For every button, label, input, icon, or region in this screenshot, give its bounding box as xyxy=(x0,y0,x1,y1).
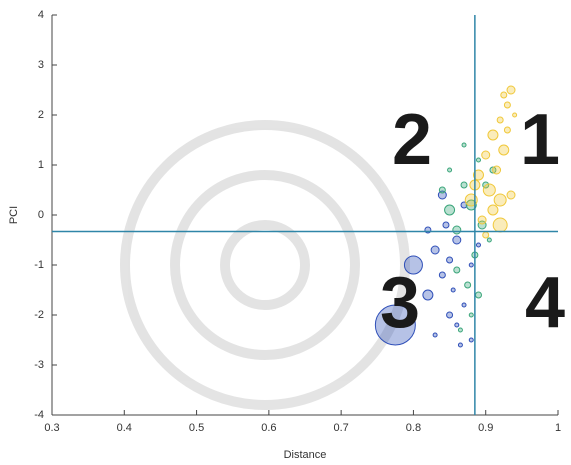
bubble xyxy=(457,342,463,348)
bubble xyxy=(450,287,456,293)
x-tick-label: 0.7 xyxy=(333,422,348,434)
y-tick-label: -3 xyxy=(34,359,44,371)
x-tick-label: 0.6 xyxy=(261,422,276,434)
bubble xyxy=(481,150,491,160)
bubble xyxy=(422,289,434,301)
y-tick-label: 2 xyxy=(38,109,44,121)
x-tick-label: 0.3 xyxy=(44,422,59,434)
bubble xyxy=(446,311,454,319)
bubble xyxy=(461,302,467,308)
bubble xyxy=(503,101,511,109)
quadrant-label: 3 xyxy=(380,263,420,343)
bubble xyxy=(453,266,461,274)
bubble xyxy=(403,255,423,275)
bubble xyxy=(492,165,502,175)
bubble xyxy=(512,112,518,118)
bubble xyxy=(374,304,416,346)
bubble xyxy=(438,271,446,279)
bubble xyxy=(454,322,460,328)
quadrant-label: 4 xyxy=(525,263,565,343)
bubble xyxy=(437,190,447,200)
bubble xyxy=(464,281,472,289)
bubble xyxy=(461,142,467,148)
bubble xyxy=(498,144,510,156)
bubble xyxy=(468,312,474,318)
x-tick-label: 0.9 xyxy=(478,422,493,434)
y-tick-label: 1 xyxy=(38,159,44,171)
bubble xyxy=(442,221,450,229)
x-tick-label: 0.5 xyxy=(189,422,204,434)
bubble xyxy=(465,199,477,211)
bubble xyxy=(486,237,492,243)
x-tick-label: 0.8 xyxy=(406,422,421,434)
bubble xyxy=(496,116,504,124)
bubble xyxy=(468,262,474,268)
bubble xyxy=(472,169,484,181)
x-tick-label: 0.4 xyxy=(117,422,132,434)
bubble xyxy=(432,332,438,338)
y-tick-label: -4 xyxy=(34,409,44,421)
bubble xyxy=(500,91,508,99)
y-tick-label: 0 xyxy=(38,209,44,221)
bubble xyxy=(506,190,516,200)
bubble xyxy=(460,181,468,189)
bubble xyxy=(452,235,462,245)
bubble xyxy=(438,186,446,194)
bubble xyxy=(482,183,496,197)
bubble xyxy=(452,225,462,235)
bubble xyxy=(477,215,487,225)
y-axis-label: PCI xyxy=(8,206,20,224)
bubble xyxy=(460,201,468,209)
bubble xyxy=(475,157,481,163)
bubble xyxy=(477,220,487,230)
bubble xyxy=(503,126,511,134)
bubble xyxy=(446,256,454,264)
y-tick-label: -1 xyxy=(34,259,44,271)
watermark xyxy=(120,120,410,410)
quadrant-label: 1 xyxy=(520,100,560,180)
quadrant-label: 2 xyxy=(392,100,432,180)
y-tick-label: -2 xyxy=(34,309,44,321)
bubble xyxy=(493,193,507,207)
x-axis-label: Distance xyxy=(284,449,327,461)
bubble xyxy=(487,204,499,216)
bubble xyxy=(474,291,482,299)
bubble xyxy=(447,167,453,173)
bubble xyxy=(468,337,474,343)
bubble xyxy=(430,245,440,255)
y-tick-label: 4 xyxy=(38,9,44,21)
bubble xyxy=(457,327,463,333)
y-tick-label: 3 xyxy=(38,59,44,71)
x-tick-label: 1 xyxy=(555,422,561,434)
bubble xyxy=(482,231,490,239)
bubble xyxy=(475,242,481,248)
bubble xyxy=(492,217,508,233)
bubble xyxy=(506,85,516,95)
bubble xyxy=(487,129,499,141)
bubble xyxy=(444,204,456,216)
